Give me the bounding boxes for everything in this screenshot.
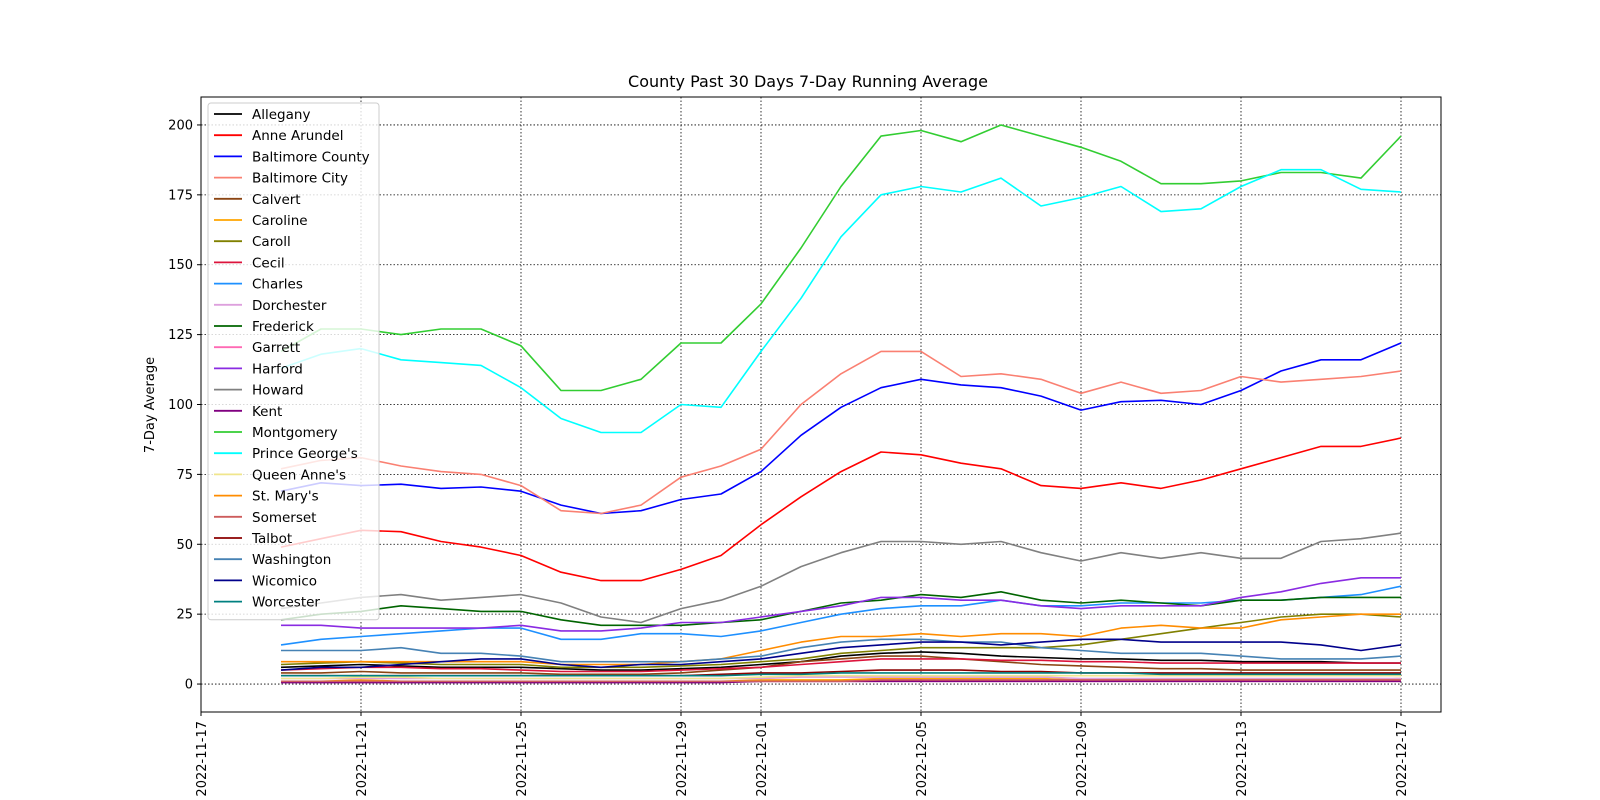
y-tick-label: 125: [168, 328, 193, 343]
x-tick-label: 2022-12-13: [1235, 721, 1250, 797]
series-line: [280, 658, 1401, 673]
x-tick-label: 2022-12-05: [915, 721, 930, 797]
legend-label: Charles: [252, 277, 303, 293]
x-tick-label: 2022-12-01: [755, 721, 770, 797]
legend-label: Prince George's: [252, 446, 358, 462]
legend-label: Caroline: [252, 213, 308, 229]
chart-title: County Past 30 Days 7-Day Running Averag…: [628, 72, 988, 91]
legend-label: Dorchester: [252, 298, 327, 314]
legend-label: Garrett: [252, 340, 300, 356]
series-line: [280, 532, 1402, 624]
series-line: [280, 651, 1401, 671]
y-tick-label: 25: [176, 608, 193, 623]
series-lines: [280, 124, 1402, 684]
legend-label: Cecil: [252, 255, 285, 271]
legend: Allegany Anne Arundel Baltimore County Balt…: [207, 102, 380, 621]
legend-label: Baltimore City: [252, 171, 348, 187]
legend-label: Anne Arundel: [252, 128, 343, 144]
x-tick-label: 2022-12-17: [1395, 721, 1410, 797]
legend-label: Queen Anne's: [252, 467, 346, 483]
legend-label: Frederick: [252, 319, 314, 335]
series-line: [281, 672, 1401, 677]
legend-label: Somerset: [252, 510, 316, 526]
legend-label: Allegany: [252, 107, 310, 123]
x-tick-label: 2022-11-25: [515, 721, 530, 797]
y-tick-label: 50: [176, 538, 193, 553]
series-line: [280, 590, 1401, 627]
legend-label: Caroll: [252, 234, 291, 250]
y-tick-label: 175: [168, 188, 193, 203]
series-line: [280, 613, 1402, 669]
series-line: [281, 638, 1402, 663]
x-axis: 2022-11-17 2022-11-21 2022-11-25 2022-11-29…: [195, 712, 1410, 797]
legend-label: Washington: [252, 552, 331, 568]
legend-label: Montgomery: [252, 425, 338, 441]
x-tick-label: 2022-11-21: [355, 721, 370, 797]
y-tick-label: 0: [185, 678, 193, 693]
y-tick-label: 75: [176, 468, 193, 483]
legend-label: Harford: [252, 361, 303, 377]
x-tick-label: 2022-11-29: [675, 721, 690, 797]
legend-label: Kent: [252, 404, 282, 420]
series-line: [281, 679, 1401, 683]
y-axis-label: 7-Day Average: [143, 357, 158, 453]
grid: [200, 97, 1441, 712]
x-tick-label: 2022-11-17: [195, 721, 210, 797]
legend-label: Calvert: [252, 192, 301, 208]
series-line: [280, 168, 1402, 434]
series-line: [280, 342, 1402, 515]
series-line: [281, 576, 1401, 632]
y-tick-label: 200: [168, 118, 193, 133]
series-line: [280, 124, 1402, 392]
legend-label: Wicomico: [252, 573, 317, 589]
legend-label: Worcester: [252, 595, 320, 611]
legend-label: Baltimore County: [252, 149, 370, 165]
legend-label: Talbot: [251, 531, 292, 547]
series-line: [281, 674, 1401, 680]
y-tick-label: 100: [168, 398, 193, 413]
series-line: [281, 613, 1401, 666]
legend-label: Howard: [252, 383, 304, 399]
y-tick-label: 150: [168, 258, 193, 273]
series-line: [280, 638, 1402, 671]
legend-label: St. Mary's: [252, 489, 319, 505]
series-line: [280, 585, 1402, 646]
x-tick-label: 2022-12-09: [1075, 721, 1090, 797]
series-line: [280, 437, 1402, 582]
series-line: [280, 350, 1402, 515]
legend-box: [207, 102, 380, 621]
series-line: [281, 655, 1401, 676]
y-axis: 0 25 50 75 100 125 150 175 200: [168, 118, 201, 693]
